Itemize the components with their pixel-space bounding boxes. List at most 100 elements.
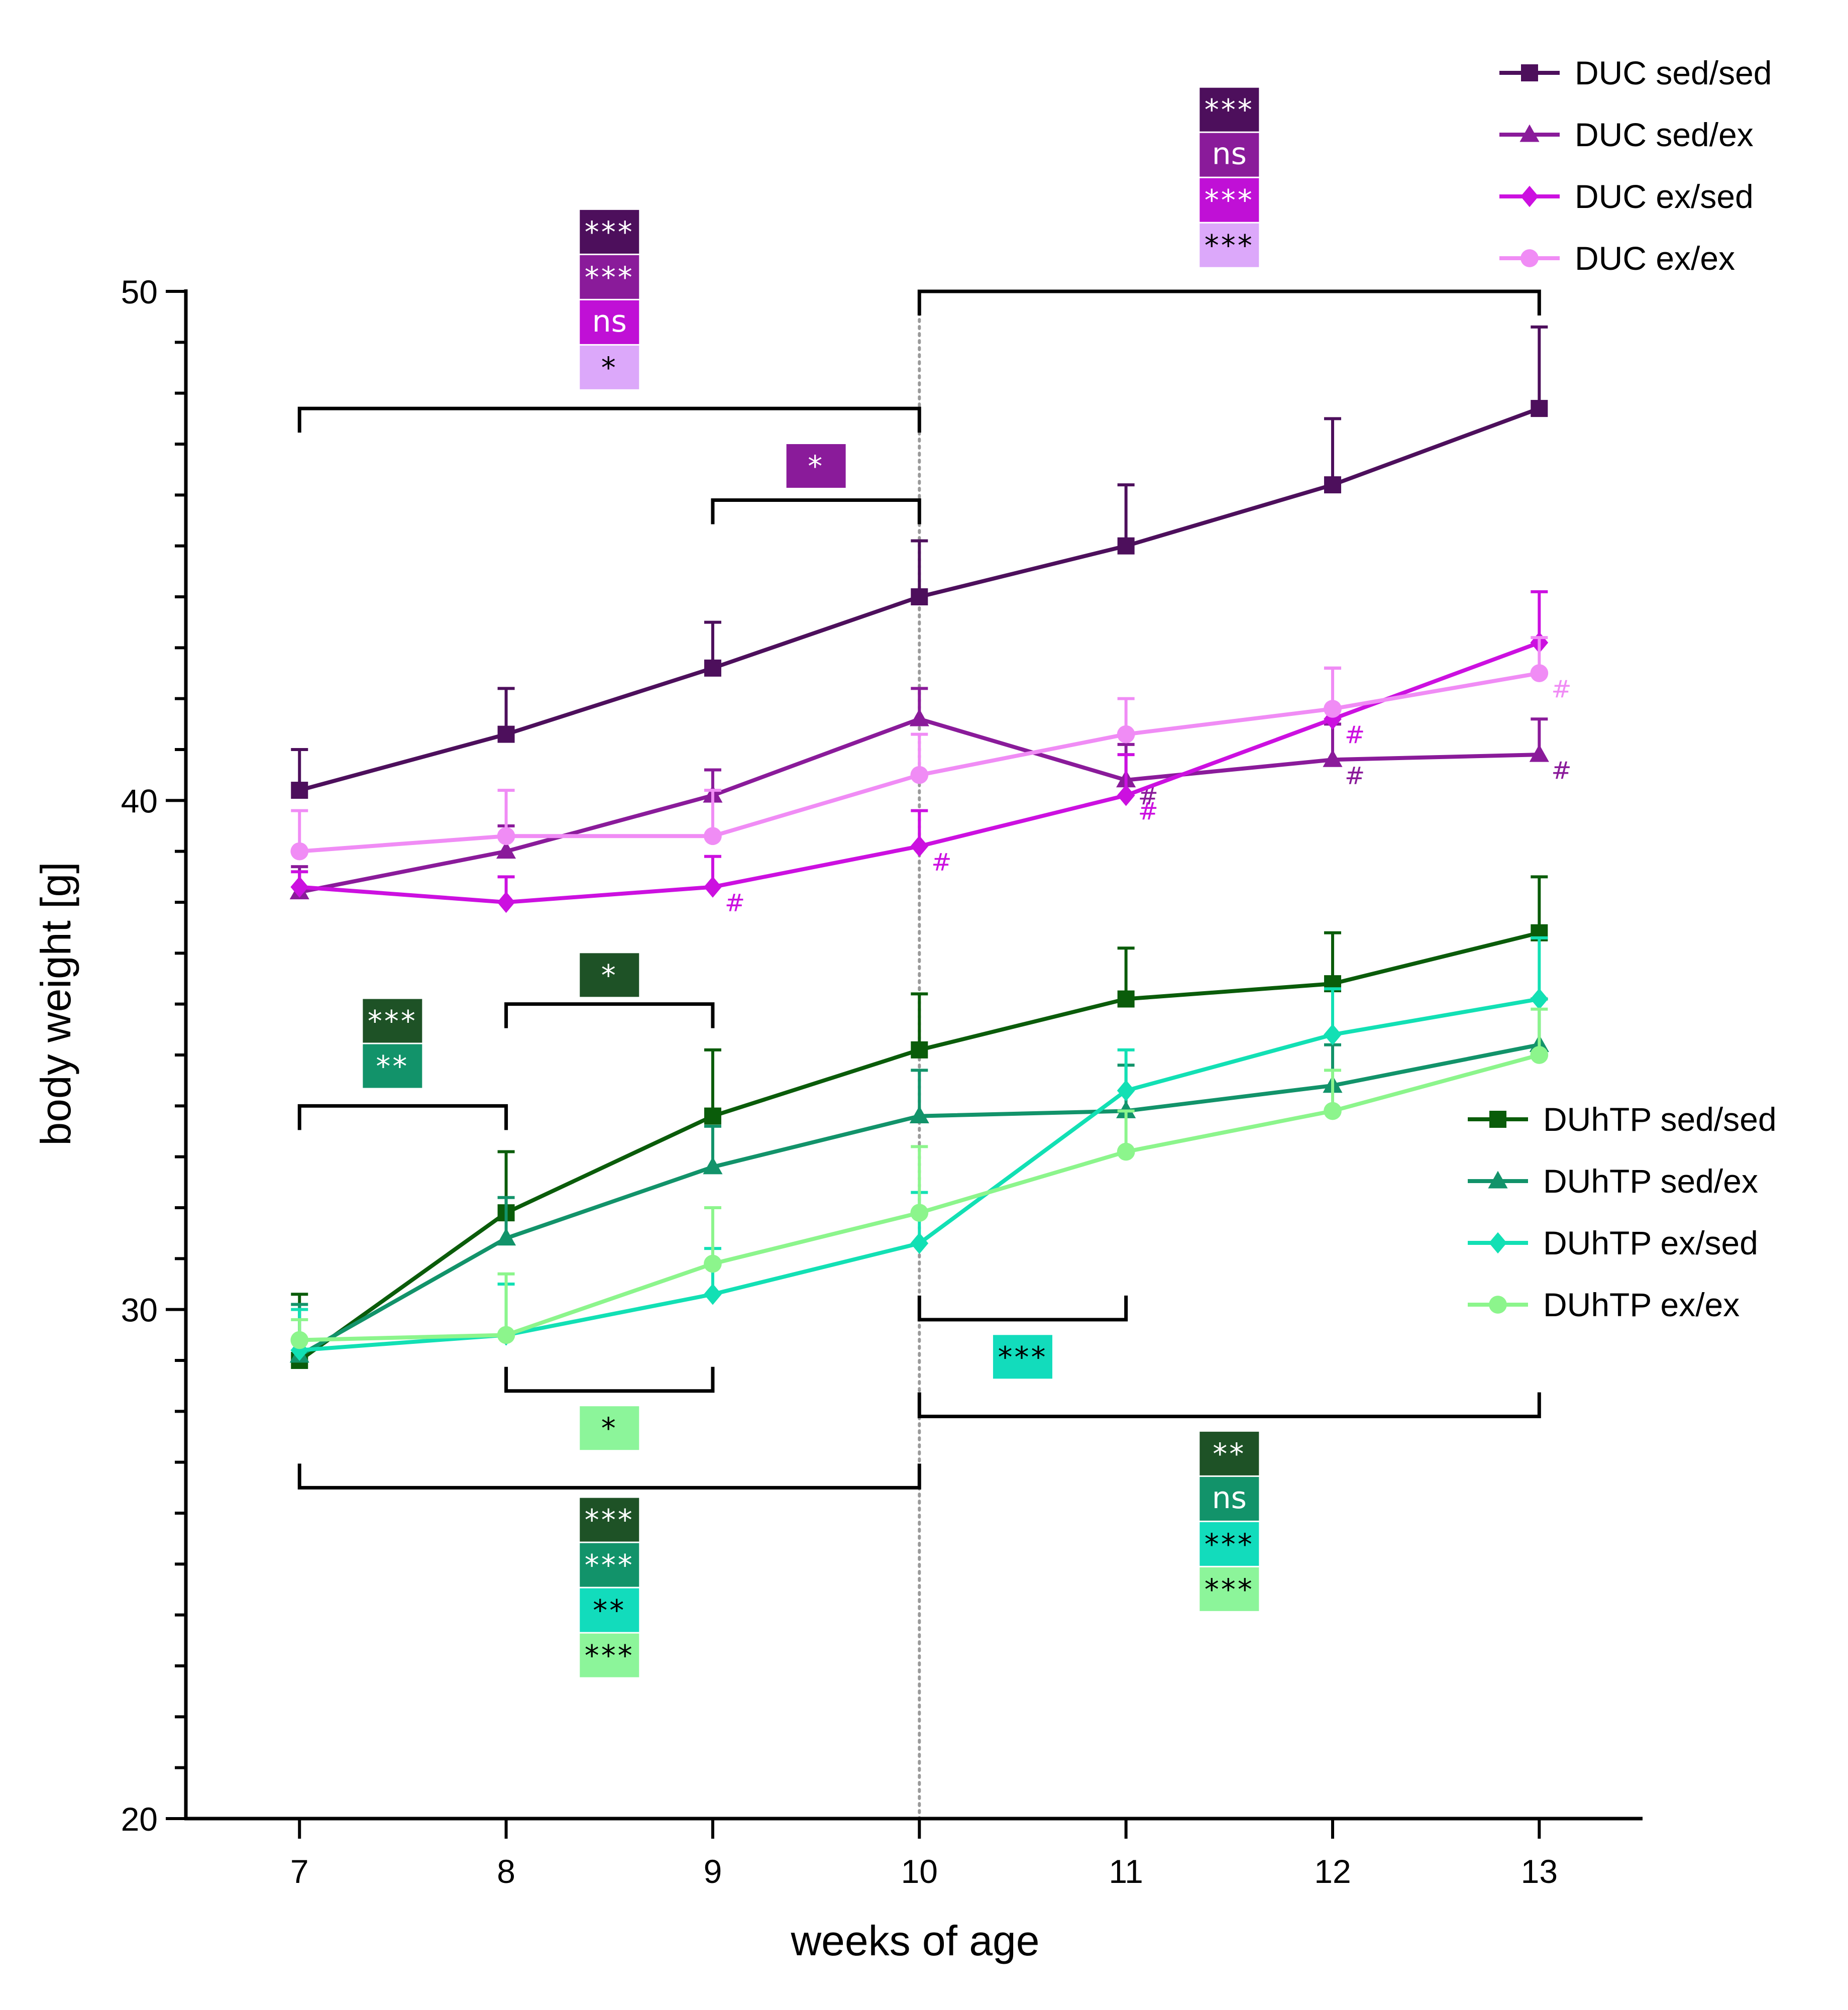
data-point <box>1324 476 1341 494</box>
significance-bracket-duc-7-10 <box>297 406 921 433</box>
data-point <box>496 1228 516 1246</box>
significance-label: *** <box>1205 183 1254 218</box>
legend-item: DUC sed/ex <box>1499 116 1754 153</box>
legend-swatch-marker <box>1489 1232 1507 1254</box>
significance-bracket-duhtp-8-9-top <box>504 1002 715 1028</box>
significance-brackets: ******ns****ns**************************… <box>297 87 1541 1677</box>
data-point <box>910 1232 929 1254</box>
data-point <box>910 1204 929 1222</box>
x-tick-label: 7 <box>290 1853 309 1890</box>
data-point <box>1530 664 1549 682</box>
legend-item: DUhTP ex/sed <box>1468 1224 1758 1261</box>
significance-box <box>580 953 639 997</box>
significance-bracket-duhtp-10-13 <box>917 1392 1541 1418</box>
significance-box <box>580 300 639 344</box>
data-point <box>1117 1142 1135 1161</box>
legend-swatch-marker <box>1521 64 1538 81</box>
significance-label: *** <box>585 260 634 294</box>
data-point <box>497 827 515 845</box>
legend-label: DUC sed/ex <box>1575 116 1754 153</box>
x-tick-label: 11 <box>1109 1853 1143 1890</box>
data-point <box>1324 700 1342 718</box>
significance-box <box>1200 1431 1259 1475</box>
legend: DUC sed/sed DUC sed/ex DUC ex/sed DUC ex/ex… <box>1468 54 1777 1323</box>
significance-box <box>1200 1522 1259 1566</box>
data-point <box>290 842 309 861</box>
data-point <box>703 1156 723 1175</box>
significance-label: * <box>808 449 824 483</box>
significance-label: ** <box>593 1594 626 1628</box>
significance-box <box>1200 178 1259 222</box>
significance-box <box>363 999 422 1043</box>
data-point <box>1323 749 1343 767</box>
significance-bracket-duc-10-13 <box>917 289 1541 315</box>
significance-label: ns <box>1212 137 1247 172</box>
data-point <box>1324 1102 1342 1120</box>
data-point <box>704 1284 722 1305</box>
data-series: ## ###### <box>289 325 1572 1369</box>
significance-label: *** <box>1205 229 1254 263</box>
data-point <box>910 766 929 784</box>
legend-item: DUhTP sed/sed <box>1468 1101 1777 1138</box>
significance-label: *** <box>585 1639 634 1673</box>
significance-box <box>580 1406 639 1450</box>
legend-label: DUhTP ex/sed <box>1543 1224 1758 1261</box>
legend-item: DUC ex/sed <box>1499 178 1754 215</box>
legend-label: DUhTP sed/sed <box>1543 1101 1777 1138</box>
significance-bracket-duc-9-10 <box>711 498 921 524</box>
legend-label: DUC ex/ex <box>1575 240 1735 277</box>
significance-bracket-duhtp-8-9-bottom <box>504 1366 715 1393</box>
significance-label: *** <box>1205 1527 1254 1561</box>
data-point <box>911 588 928 605</box>
data-point <box>1117 784 1135 806</box>
significance-box <box>580 1543 639 1587</box>
hash-mark: # <box>1345 721 1365 749</box>
data-point <box>1530 988 1549 1010</box>
data-point <box>1324 1024 1342 1045</box>
hash-mark: # <box>1551 675 1571 703</box>
hash-mark: # <box>1345 762 1365 790</box>
data-point <box>497 725 515 743</box>
significance-box <box>1200 133 1259 177</box>
legend-swatch-marker <box>1520 185 1539 207</box>
series-duc-sed-sed <box>291 325 1548 799</box>
significance-label: *** <box>998 1340 1047 1374</box>
legend-swatch-marker <box>1519 124 1540 142</box>
x-tick-label: 8 <box>497 1853 515 1890</box>
data-point <box>496 841 516 859</box>
significance-label: ** <box>1213 1437 1246 1471</box>
significance-box <box>580 1633 639 1677</box>
significance-box <box>580 255 639 299</box>
y-tick-label: 20 <box>121 1801 158 1838</box>
series-duc-ex-ex: # <box>290 636 1572 861</box>
data-point <box>290 876 309 898</box>
x-tick-label: 10 <box>901 1853 938 1890</box>
series-duc-sed-ex: # # # <box>289 687 1572 900</box>
y-axis-label: body weight [g] <box>32 862 79 1145</box>
significance-label: ns <box>1212 1480 1247 1516</box>
hash-mark: # <box>931 849 951 877</box>
series-duhtp-ex-ex <box>290 1007 1549 1349</box>
significance-bracket-duhtp-7-8 <box>297 1104 508 1130</box>
significance-label: *** <box>585 1503 634 1537</box>
axes: 20 30 40 50 7 8 9 10 11 12 13 <box>121 273 1643 1890</box>
legend-item: DUC sed/sed <box>1499 54 1772 91</box>
significance-label: *** <box>1205 93 1254 127</box>
legend-label: DUC sed/sed <box>1575 54 1772 91</box>
legend-swatch-marker <box>1489 1111 1506 1128</box>
data-point <box>1117 990 1135 1008</box>
significance-label: *** <box>585 215 634 249</box>
y-tick-label: 30 <box>121 1292 158 1329</box>
data-point <box>909 1106 929 1124</box>
y-tick-label: 50 <box>121 273 158 310</box>
hash-mark: # <box>725 889 745 917</box>
significance-box <box>580 1588 639 1632</box>
significance-box <box>1200 223 1259 267</box>
significance-label: ns <box>592 304 627 339</box>
significance-label: ** <box>376 1049 409 1084</box>
significance-box <box>580 1498 639 1542</box>
significance-box <box>1200 87 1259 132</box>
data-point <box>911 1041 928 1059</box>
data-point <box>497 1326 515 1344</box>
data-point <box>1117 1080 1135 1102</box>
